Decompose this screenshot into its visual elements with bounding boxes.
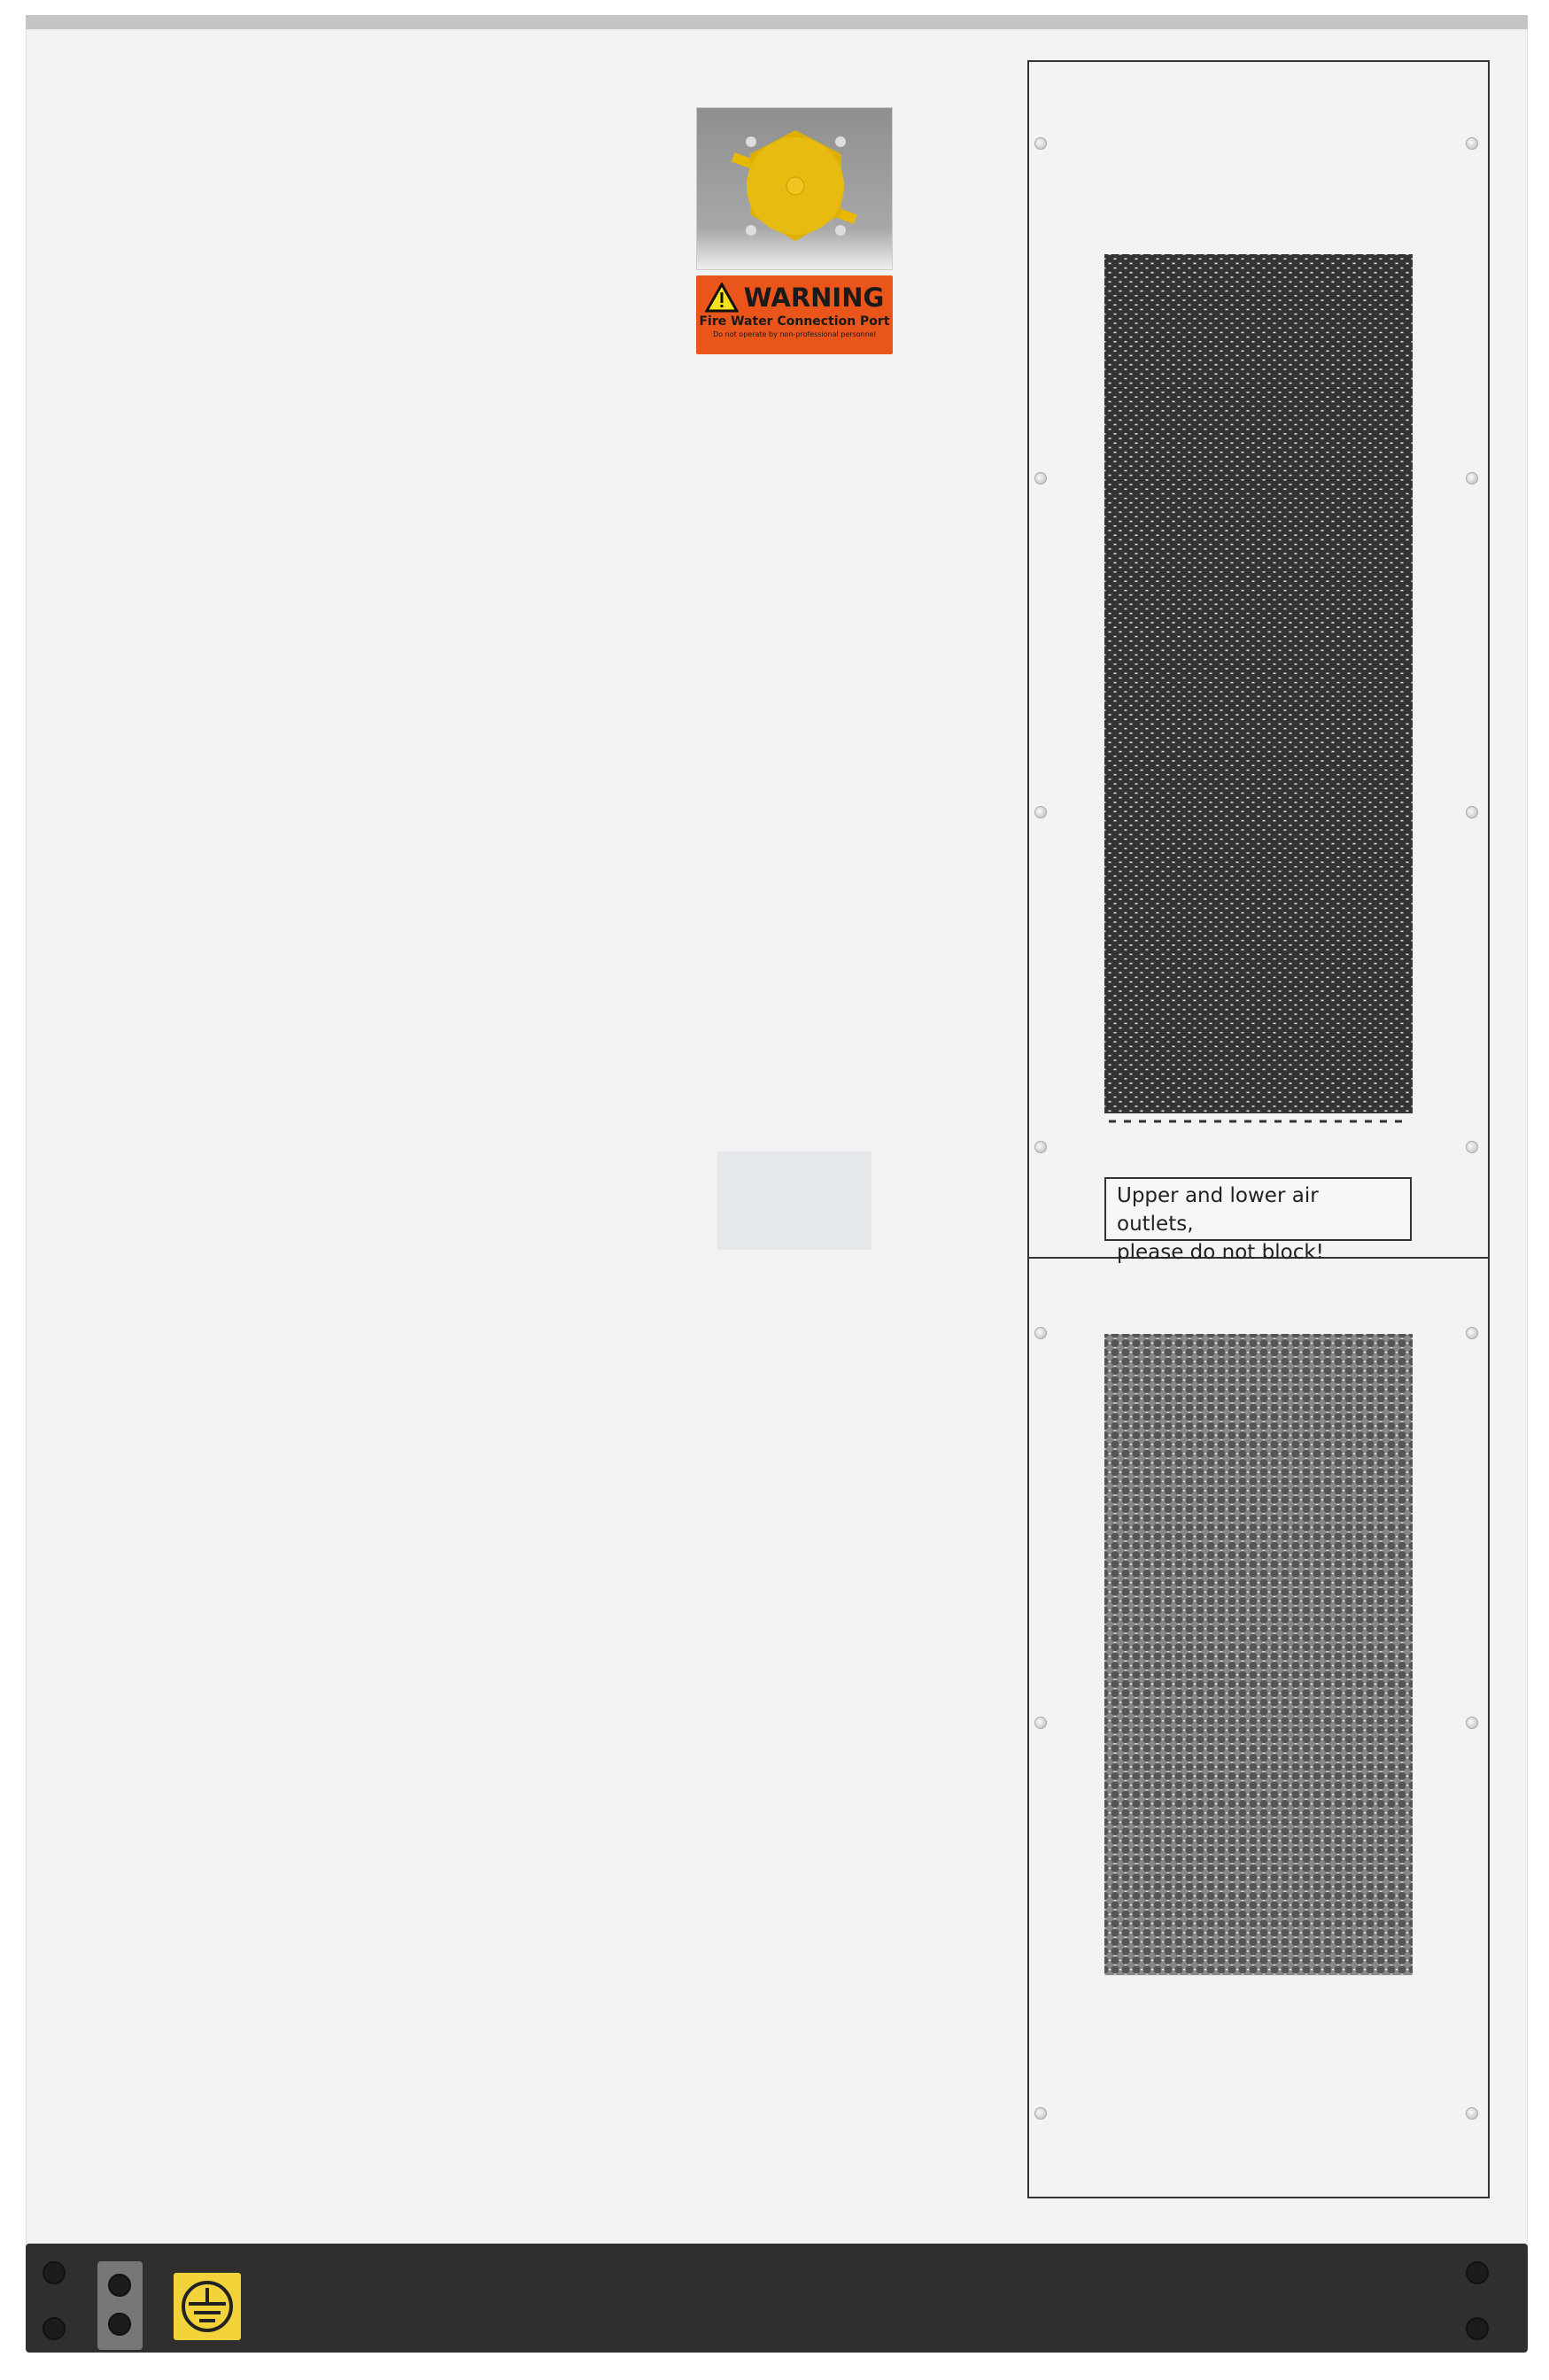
warning-note: Do not operate by non-professional perso… <box>713 330 876 338</box>
dashed-line <box>1109 1120 1410 1123</box>
bolt <box>1466 2317 1489 2340</box>
protective-earth-icon <box>182 2281 233 2332</box>
terminal-bolt <box>108 2274 131 2297</box>
air-outlet-notice: Upper and lower air outlets, please do n… <box>1104 1177 1412 1264</box>
screw <box>1034 137 1047 150</box>
bolt <box>43 2317 66 2340</box>
terminal-bolt <box>108 2313 131 2336</box>
valve-cap-icon <box>731 130 857 241</box>
screw <box>1466 137 1478 150</box>
screw <box>1034 2107 1047 2120</box>
screw <box>1034 472 1047 485</box>
screw <box>1034 1141 1047 1153</box>
upper-vent-grille <box>1104 254 1413 1113</box>
lower-vent-grille <box>1104 1334 1413 1975</box>
warning-title: WARNING <box>743 283 885 313</box>
screw <box>1034 806 1047 818</box>
cabinet-top-edge <box>26 15 1528 29</box>
notice-line-2: please do not block! <box>1117 1241 1324 1264</box>
bolt <box>1466 2261 1489 2284</box>
screw <box>1034 1327 1047 1339</box>
bolt <box>43 2261 66 2284</box>
screw <box>1466 1141 1478 1153</box>
warning-label: WARNING Fire Water Connection Port Do no… <box>696 275 893 354</box>
screw <box>1466 2107 1478 2120</box>
cabinet-base <box>26 2244 1528 2353</box>
fire-water-port[interactable] <box>696 107 893 270</box>
label-placeholder <box>717 1151 871 1250</box>
screw <box>1466 806 1478 818</box>
screw <box>1466 1717 1478 1729</box>
protective-earth-label <box>174 2273 241 2340</box>
screw <box>1034 1717 1047 1729</box>
screw <box>1466 472 1478 485</box>
warning-triangle-icon <box>704 283 739 313</box>
warning-subtitle: Fire Water Connection Port <box>699 314 890 329</box>
screw <box>1466 1327 1478 1339</box>
notice-line-1: Upper and lower air outlets, <box>1117 1184 1319 1236</box>
grounding-terminal[interactable] <box>97 2261 143 2350</box>
